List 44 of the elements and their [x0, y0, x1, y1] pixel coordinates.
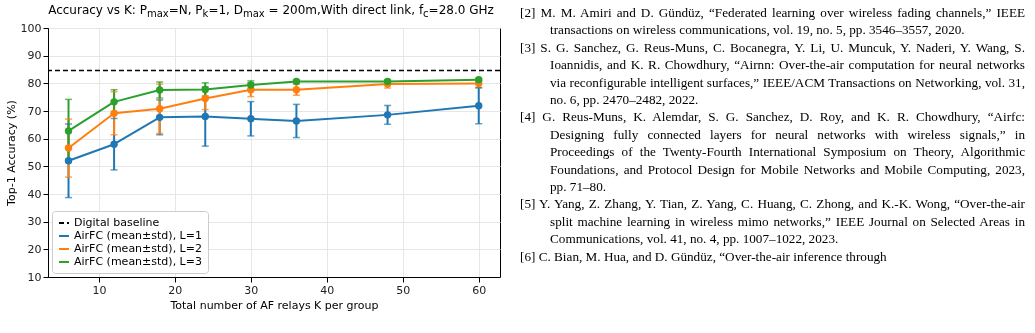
y-tick-label: 10	[27, 270, 42, 284]
x-tick-label: 20	[168, 283, 183, 297]
point	[64, 144, 73, 152]
legend-label: AirFC (mean±std), L=2	[74, 242, 202, 255]
text: [4] G. Reus-Muns, K. Alemdar, S. G. Sanchez, D. Roy, and K. R. Chowdhury, “Airfc: Designing fully connected layers for neural networks with wireless signals,” in Proceedings of the Twenty-Fourth International Symposium on Theory, Algorithmic Foundations, and Protocol Design for Mobile Networks and Mobile Computing, 2023, pp. 71–80.	[520, 108, 1025, 196]
chart-title: Accuracy vs K: P$_{max}$=N, P$_{k}$=1, D$_{max}$ = 200m,With direct link, f$_{c}$=28.0 GHz	[48, 3, 494, 20]
point	[475, 102, 483, 110]
point	[155, 113, 164, 122]
y-tick-label: 70	[27, 104, 42, 118]
point	[247, 115, 255, 123]
point	[64, 157, 73, 165]
point	[110, 140, 118, 148]
y-tick-label: 60	[27, 132, 42, 146]
x-tick-label: 30	[244, 283, 259, 297]
point	[155, 86, 164, 94]
point	[64, 127, 73, 135]
point	[110, 98, 118, 106]
text: [3] S. G. Sanchez, G. Reus-Muns, C. Bocanegra, Y. Li, U. Muncuk, Y. Naderi, Y. Wang, S. Ioannidis, and K. R. Chowdhury, “Airnn: Over-the-air computation for neural networks via reconfigurable intelligent surfaces,” IEEE/ACM Transactions on Networking, vol. 31, no. 6, pp. 2470–2482, 2022.	[520, 38, 1025, 109]
y-tick-label: 50	[27, 159, 42, 173]
x-axis-title: Total number of AF relays K per group	[169, 298, 379, 312]
y-tick-label: 90	[27, 49, 42, 63]
y-tick-label: 40	[27, 187, 42, 201]
text: [2] M. M. Amiri and D. Gündüz, “Federated learning over wireless fading channels,” IEEE transactions on wireless communications, vol. 19, no. 5, pp. 3546–3557, 2020.	[520, 4, 1025, 39]
y-tick-label: 100	[20, 21, 42, 35]
y-tick-label: 80	[27, 76, 42, 90]
y-axis-title: Top-1 Accuracy (%)	[4, 100, 18, 207]
point	[110, 109, 118, 117]
y-tick-label: 20	[27, 242, 42, 256]
point	[155, 105, 164, 113]
x-tick-label: 10	[92, 283, 107, 297]
point	[292, 117, 301, 125]
text: [5] Y. Yang, Z. Zhang, Y. Tian, Z. Yang, C. Huang, C. Zhong, and K.-K. Wong, “Over-the-air split machine learning in wireless mimo networks,” IEEE Journal on Selected Areas in Communications, vol. 41, no. 4, pp. 1007–1022, 2023.	[520, 195, 1025, 248]
y-tick-label: 30	[27, 215, 42, 229]
legend-label: AirFC (mean±std), L=3	[74, 255, 202, 268]
point	[201, 94, 209, 103]
legend-label: AirFC (mean±std), L=1	[74, 229, 202, 242]
x-tick-label: 60	[472, 283, 487, 297]
point	[201, 112, 209, 121]
x-tick-label: 50	[396, 283, 411, 297]
text: [6] C. Bian, M. Hua, and D. Gündüz, “Over-the-air inference through	[520, 247, 888, 266]
point	[383, 111, 392, 119]
point	[201, 85, 209, 94]
legend-label: Digital baseline	[74, 216, 160, 229]
x-tick-label: 40	[320, 283, 335, 297]
